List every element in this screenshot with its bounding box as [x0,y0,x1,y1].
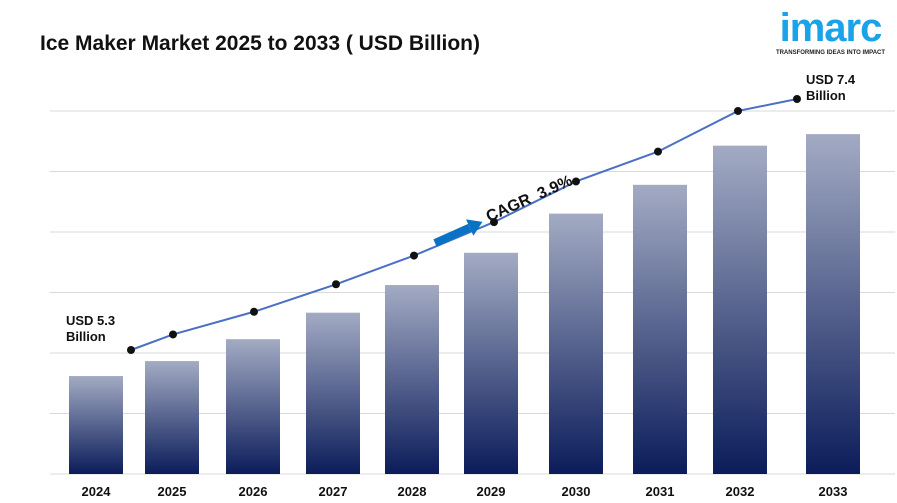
bar-2028 [385,285,439,474]
trend-point [654,147,662,156]
trend-point [490,218,498,227]
bar-2030 [549,213,603,474]
x-tick-label: 2026 [239,484,268,499]
x-tick-label: 2028 [398,484,427,499]
x-tick-label: 2027 [319,484,348,499]
trend-point [734,106,742,115]
trend-point [572,177,580,186]
bar-2027 [306,312,360,474]
start-unit: Billion [66,329,106,344]
x-tick-label: 2025 [158,484,187,499]
start-value: USD 5.3 [66,313,116,328]
start-annotation: USD 5.3 Billion [66,313,115,345]
end-unit: Billion [806,88,846,103]
x-tick-label: 2029 [477,484,506,499]
bar-2031 [633,184,687,475]
end-annotation: USD 7.4 Billion [806,72,855,104]
bar-2024 [69,376,123,474]
bar-2029 [464,252,518,474]
trend-point [793,95,801,103]
x-tick-label: 2032 [726,484,755,499]
bar-2026 [226,339,280,474]
chart-title: Ice Maker Market 2025 to 2033 ( USD Bill… [40,32,481,55]
bar-2032 [713,145,767,474]
trend-point [332,280,340,289]
end-value: USD 7.4 [806,72,856,87]
imarc-logo: imarc TRANSFORMING IDEAS INTO IMPACT [773,8,888,56]
x-tick-label: 2033 [819,484,848,499]
trend-point [169,330,177,339]
bar-2025 [145,361,199,474]
logo-tagline: TRANSFORMING IDEAS INTO IMPACT [775,50,886,56]
x-tick-label: 2031 [646,484,675,499]
x-tick-label: 2030 [562,484,591,499]
logo-word: imarc [779,6,883,50]
bar-2033 [806,134,860,474]
trend-point [410,251,418,260]
cagr-arrow [433,219,483,247]
trend-point [250,307,258,316]
x-tick-label: 2024 [82,484,112,499]
trend-point [127,346,135,354]
